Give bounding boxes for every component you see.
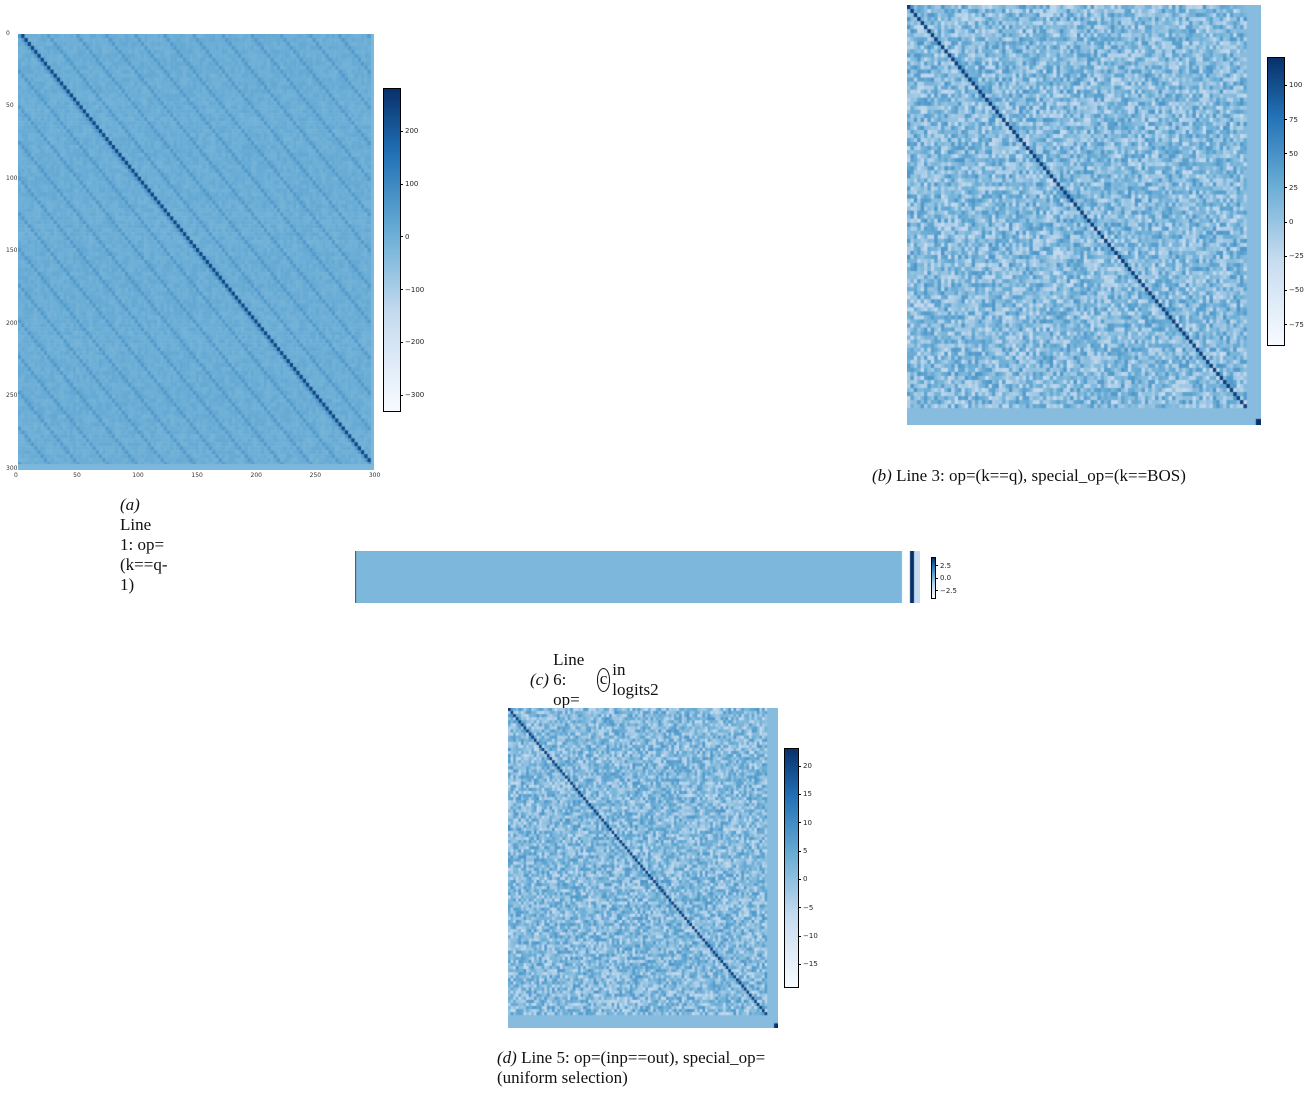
y-tick-label: 200 [6, 319, 18, 327]
caption-c: (c) Line 6: op= c in logits2 [530, 650, 659, 710]
caption-text-a: Line 1: op=(k==q-1) [120, 515, 168, 594]
colorbar-tick: 10 [798, 819, 812, 827]
colorbar-tick: −75 [1284, 321, 1304, 329]
colorbar-c: 2.5 0.0 −2.5 [931, 557, 957, 599]
colorbar-b: 100 75 50 25 0 −25 −50 −75 [1267, 57, 1304, 346]
y-tick-label: 250 [6, 392, 18, 400]
caption-text-d: Line 5: op=(inp==out), special_op=(unifo… [497, 1048, 766, 1087]
caption-b: (b) Line 3: op=(k==q), special_op=(k==BO… [872, 466, 1292, 486]
x-tick-label: 300 [368, 472, 381, 479]
colorbar-tick: 75 [1284, 116, 1298, 124]
x-tick-label: 0 [14, 472, 18, 479]
caption-circle-c: c [596, 668, 611, 692]
caption-text-post-c: in logits2 [612, 660, 659, 699]
y-tick-label: 300 [6, 464, 18, 472]
caption-a: (a) Line 1: op=(k==q-1) [120, 495, 168, 595]
caption-tag-a: (a) [120, 495, 140, 514]
heatmap-d [508, 708, 778, 1028]
colorbar-tick: 50 [1284, 150, 1298, 158]
heatmap-c [355, 551, 920, 603]
colorbar-tick: −15 [798, 960, 818, 968]
colorbar-tick: −200 [400, 338, 424, 346]
x-tick-label: 100 [132, 472, 144, 479]
colorbar-tick: −25 [1284, 252, 1304, 260]
colorbar-tick: 0 [798, 875, 807, 883]
colorbar-tick: −5 [798, 904, 813, 912]
colorbar-tick: 200 [400, 127, 418, 135]
colorbar-tick: 100 [1284, 81, 1302, 89]
colorbar-tick: 20 [798, 762, 812, 770]
caption-tag-d: (d) [497, 1048, 517, 1067]
x-tick-label: 50 [73, 472, 81, 479]
x-tick-label: 200 [250, 472, 262, 479]
colorbar-tick: 5 [798, 847, 807, 855]
colorbar-d: 20 15 10 5 0 −5 −10 −15 [784, 748, 818, 988]
x-tick-label: 150 [191, 472, 203, 479]
y-tick-label: 100 [6, 174, 18, 182]
colorbar-tick: −10 [798, 932, 818, 940]
caption-d: (d) Line 5: op=(inp==out), special_op=(u… [497, 1048, 817, 1088]
heatmap-a [18, 34, 374, 470]
colorbar-tick: 25 [1284, 184, 1298, 192]
caption-text-b: Line 3: op=(k==q), special_op=(k==BOS) [896, 466, 1186, 485]
y-tick-label: 0 [6, 30, 10, 37]
x-tick-label: 250 [309, 472, 322, 479]
colorbar-tick: 0 [400, 233, 409, 241]
colorbar-tick: −50 [1284, 286, 1304, 294]
caption-tag-c: (c) [530, 670, 549, 689]
colorbar-tick: 100 [400, 180, 418, 188]
y-tick-label: 50 [6, 102, 14, 110]
colorbar-a: 200 100 0 −100 −200 −300 [383, 88, 424, 412]
colorbar-tick: 15 [798, 790, 812, 798]
colorbar-tick: 0 [1284, 218, 1293, 226]
y-tick-label: 150 [6, 247, 18, 255]
caption-tag-b: (b) [872, 466, 892, 485]
heatmap-b [907, 5, 1261, 425]
colorbar-tick: 0.0 [935, 574, 951, 582]
colorbar-tick: 2.5 [935, 562, 951, 570]
caption-text-pre-c: Line 6: op= [553, 650, 585, 709]
colorbar-tick: −100 [400, 286, 424, 294]
colorbar-tick: −2.5 [935, 587, 957, 595]
colorbar-tick: −300 [400, 391, 424, 399]
